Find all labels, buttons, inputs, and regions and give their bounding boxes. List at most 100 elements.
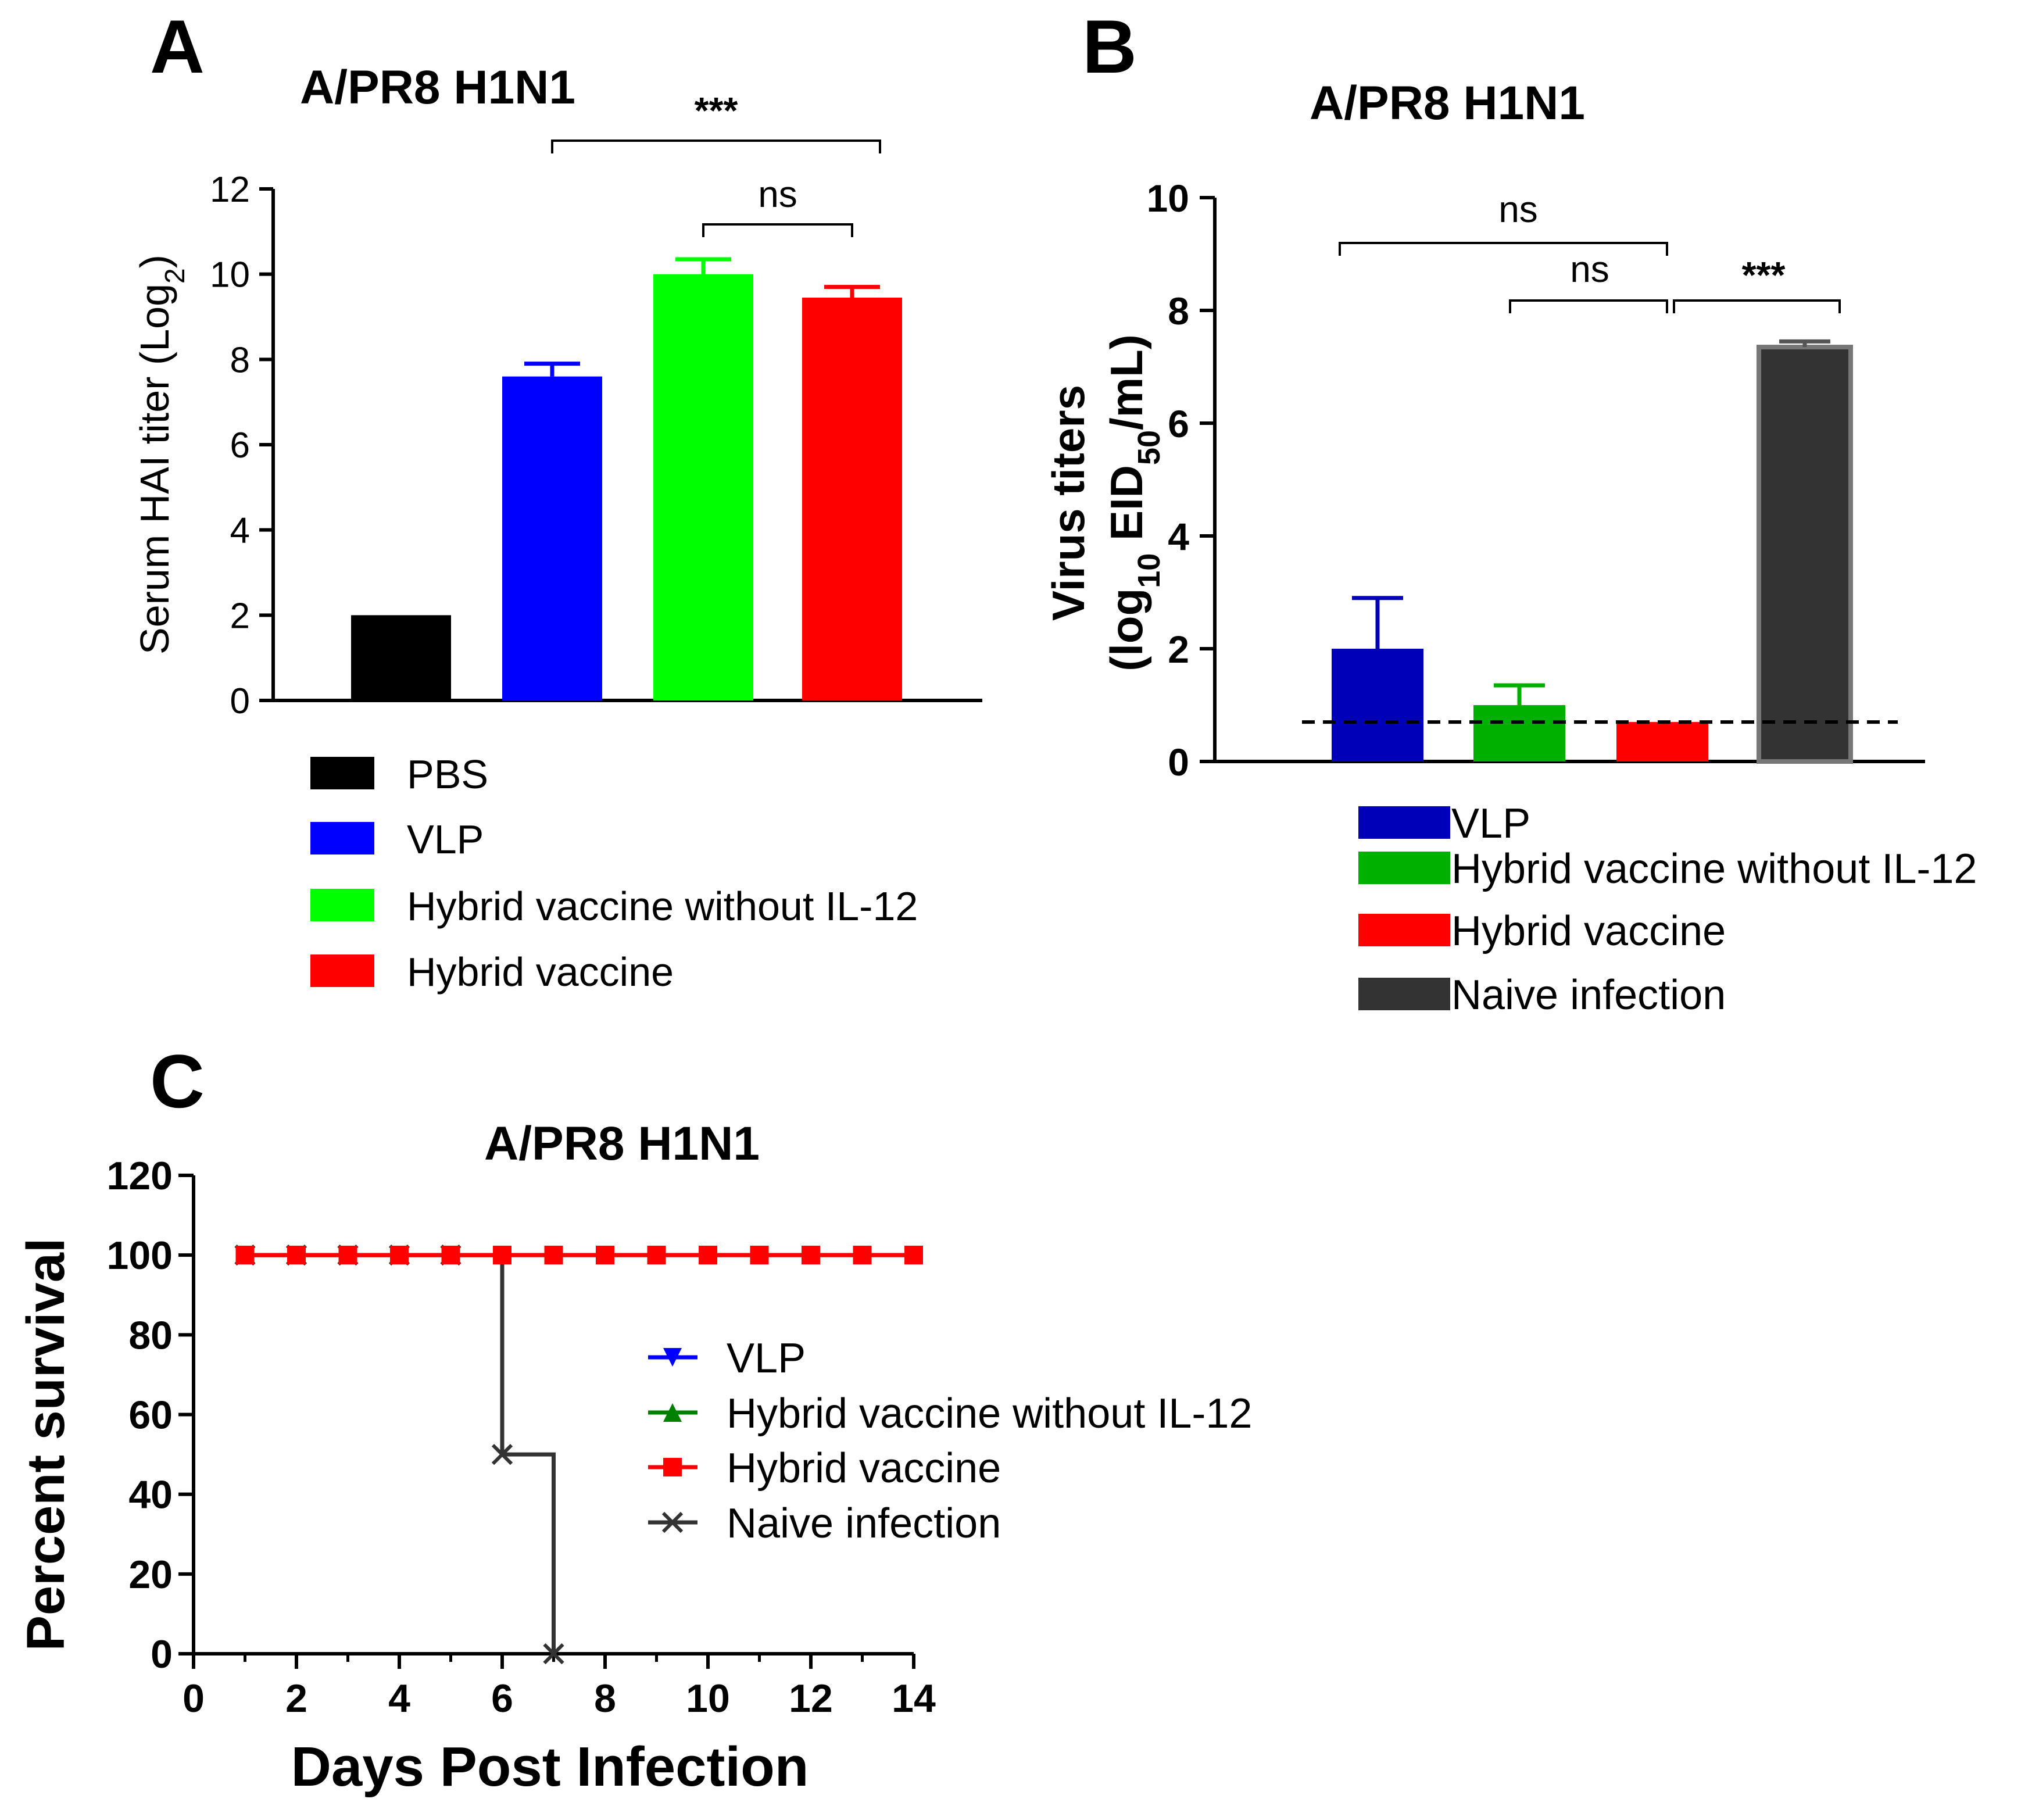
panel-c-point-2-7 — [596, 1246, 614, 1265]
panel-a-bars — [351, 257, 902, 701]
panel-b-significance-bracket-2: *** — [1673, 254, 1841, 313]
panel-c-series-line-3 — [245, 1253, 556, 1654]
panel-c-x-tick-label: 12 — [789, 1676, 833, 1721]
panel-c-point-2-9 — [699, 1246, 717, 1265]
panel-c-chart: A/PR8 H1N1 Percent survival Days Post In… — [16, 1117, 1252, 1798]
panel-letter-b: B — [1082, 4, 1137, 89]
panel-a-y-tick-label: 0 — [230, 681, 250, 721]
panel-b-y-tick-label: 0 — [1168, 741, 1189, 784]
panel-a-bar-2 — [653, 274, 753, 701]
panel-c-y-axis-label: Percent survival — [16, 1238, 76, 1651]
panel-c-y-tick-label: 0 — [151, 1632, 173, 1676]
panel-a-legend-swatch-0 — [310, 757, 374, 789]
panel-c-x-tick-label: 4 — [388, 1676, 410, 1721]
panel-c-title: A/PR8 H1N1 — [484, 1117, 760, 1170]
panel-c-legend-marker-0 — [663, 1348, 682, 1367]
panel-b-y-tick-label: 6 — [1168, 402, 1189, 445]
panel-a-ylabel-sub: 2 — [160, 268, 191, 284]
panel-letter-c: C — [150, 1039, 205, 1124]
panel-letter-a: A — [150, 4, 205, 89]
panel-a-legend-swatch-3 — [310, 954, 374, 987]
panel-c-point-2-11 — [802, 1246, 820, 1265]
panel-c-legend-marker-3-b — [661, 1511, 684, 1533]
panel-c-y-tick-label: 20 — [128, 1553, 173, 1597]
panel-a-legend-swatch-2 — [310, 889, 374, 921]
panel-b-legend-label-2: Hybrid vaccine — [1451, 908, 1726, 954]
panel-c-legend-item-1: Hybrid vaccine without IL-12 — [648, 1390, 1252, 1437]
panel-c-legend-item-3: Naive infection — [648, 1500, 1001, 1547]
panel-b-y-tick-label: 4 — [1168, 515, 1189, 558]
panel-b-bars — [1302, 339, 1898, 764]
panel-a-legend-label-0: PBS — [407, 752, 488, 797]
panel-b-y-tick-label: 2 — [1168, 628, 1189, 671]
panel-a-bar-3 — [802, 298, 902, 700]
panel-c-x-tick-label: 6 — [491, 1676, 513, 1721]
panel-c-x-tick-label: 2 — [285, 1676, 307, 1721]
panel-a-bar-0 — [351, 615, 451, 700]
panel-c-point-2-1 — [287, 1246, 306, 1265]
panel-b-bracket-line — [1673, 299, 1841, 313]
panel-b-legend-swatch-0 — [1358, 806, 1450, 839]
panel-b-legend-label-1: Hybrid vaccine without IL-12 — [1451, 846, 1977, 892]
panel-c-y-tick-label: 120 — [107, 1154, 173, 1198]
panel-c-y-tick-label: 40 — [128, 1473, 173, 1517]
panel-a-y-axis-label: Serum HAI titer (Log2) — [132, 255, 191, 655]
panel-b-title: A/PR8 H1N1 — [1310, 77, 1585, 130]
panel-c-y-tick-label: 60 — [128, 1393, 173, 1438]
panel-b-legend-label-0: VLP — [1451, 800, 1530, 847]
panel-b-legend-swatch-1 — [1358, 852, 1450, 884]
panel-c-legend-marker-3 — [661, 1511, 684, 1533]
panel-b-legend-swatch-2 — [1358, 914, 1450, 946]
panel-c-point-2-2 — [338, 1246, 357, 1265]
panel-c-point-2-12 — [853, 1246, 872, 1265]
panel-a-ylabel-end: ) — [132, 255, 177, 268]
panel-b-legend-label-3: Naive infection — [1451, 972, 1726, 1018]
panel-b-significance-label: ns — [1570, 248, 1609, 290]
panel-a-y-tick-label: 2 — [230, 596, 250, 636]
panel-c-legend-item-0: VLP — [648, 1335, 806, 1382]
panel-a-y-tick-label: 4 — [230, 511, 250, 551]
panel-c-point-2-5 — [493, 1246, 511, 1265]
panel-c-point-3-6-b — [543, 1643, 564, 1665]
panel-c-legend-label-1: Hybrid vaccine without IL-12 — [727, 1390, 1252, 1437]
panel-b-y-tick-label: 8 — [1168, 289, 1189, 332]
panel-a-legend-label-2: Hybrid vaccine without IL-12 — [407, 884, 918, 929]
panel-a-bracket-line — [551, 140, 881, 153]
panel-a-y-tick-label: 6 — [230, 425, 250, 466]
panel-c-legend-item-2: Hybrid vaccine — [648, 1445, 1001, 1492]
panel-c-legend-label-3: Naive infection — [727, 1500, 1001, 1547]
panel-c-legend-label-0: VLP — [727, 1335, 806, 1382]
panel-b-y-tick-label: 10 — [1147, 177, 1189, 220]
panel-b-ylabel-line2: (log10 EID50/mL) — [1101, 334, 1167, 671]
panel-a-bar-1 — [502, 376, 602, 700]
panel-c-point-3-5 — [491, 1443, 513, 1465]
panel-b-bar-3 — [1757, 345, 1853, 764]
panel-c-point-2-0 — [235, 1246, 255, 1265]
panel-c-x-tick-label: 8 — [594, 1676, 616, 1721]
panel-a-y-tick-label: 12 — [210, 170, 250, 210]
panel-b-bracket-line — [1509, 299, 1668, 313]
panel-c-series-3 — [234, 1245, 564, 1665]
panel-b-significance-bracket-0: ns — [1339, 188, 1668, 256]
panel-b-significance-bracket-1: ns — [1509, 248, 1668, 313]
panel-c-axes: 0 20 40 60 80 100 120 0 2 4 6 8 10 12 14 — [107, 1154, 936, 1721]
panel-c-point-2-4 — [441, 1246, 460, 1265]
panel-a-y-tick-label: 10 — [210, 255, 250, 295]
panel-a-legend-label-3: Hybrid vaccine — [407, 949, 674, 995]
panel-b-ylabel-line1: Virus titers — [1043, 385, 1094, 621]
panel-b-bar-2 — [1616, 722, 1708, 761]
panel-b-significance-label: ns — [1498, 188, 1538, 230]
panel-c-x-axis-label: Days Post Infection — [291, 1736, 809, 1798]
panel-a-chart: A/PR8 H1N1 Serum HAI titer (Log2) 024681… — [132, 61, 982, 995]
panel-c-y-tick-label: 80 — [128, 1313, 173, 1357]
panel-a-legend-swatch-1 — [310, 822, 374, 854]
panel-c-legend-label-2: Hybrid vaccine — [727, 1445, 1001, 1492]
panel-a-significance-bracket-1: ns — [702, 173, 853, 237]
panel-a-legend-label-1: VLP — [407, 817, 484, 862]
panel-c-x-tick-label: 10 — [686, 1676, 730, 1721]
panel-a-significance-bracket-0: *** — [551, 90, 881, 153]
panel-b-bar-0 — [1332, 649, 1423, 761]
panel-c-y-tick-label: 100 — [107, 1233, 173, 1278]
